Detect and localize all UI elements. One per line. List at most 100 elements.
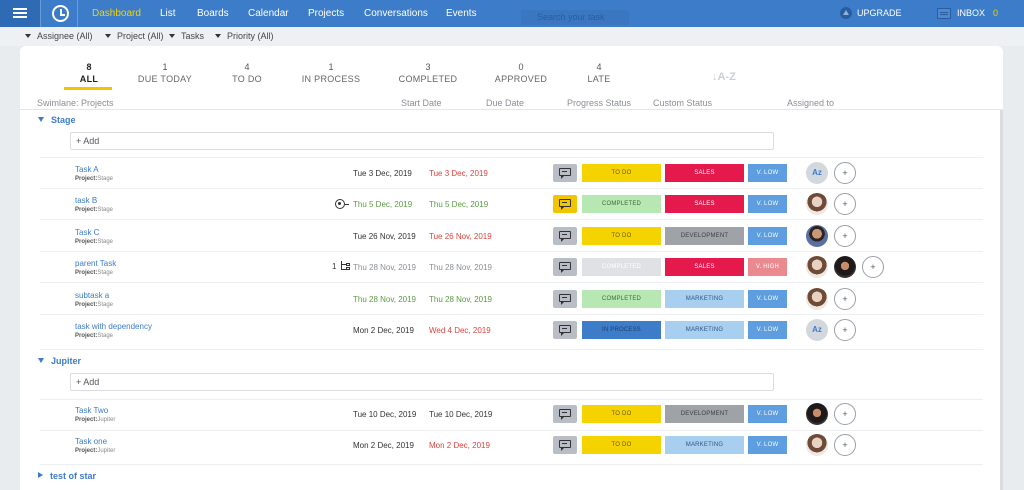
avatar[interactable]: Az (806, 162, 828, 184)
add-task-input-stage[interactable]: + Add (70, 132, 774, 150)
subtask-icon[interactable] (340, 261, 350, 271)
due-date[interactable]: Thu 28 Nov, 2019 (429, 263, 493, 272)
nav-list[interactable]: List (160, 8, 176, 19)
column-due-date[interactable]: Due Date (486, 98, 525, 108)
progress-status[interactable]: IN PROCESS (582, 321, 661, 339)
progress-status[interactable]: TO DO (582, 405, 661, 423)
start-date[interactable]: Tue 3 Dec, 2019 (353, 169, 412, 178)
comment-icon[interactable] (553, 227, 577, 245)
task-name[interactable]: task with dependency (75, 322, 152, 331)
add-assignee-button[interactable]: + (834, 319, 856, 341)
group-test-of-star[interactable]: test of star (38, 471, 96, 481)
comment-icon[interactable] (553, 258, 577, 276)
stat-late[interactable]: 4 LATE (587, 62, 611, 84)
search-input[interactable]: Search your task (521, 10, 629, 25)
add-assignee-button[interactable]: + (834, 288, 856, 310)
column-start-date[interactable]: Start Date (401, 98, 442, 108)
add-assignee-button[interactable]: + (834, 193, 856, 215)
task-name[interactable]: task B (75, 196, 98, 205)
add-assignee-button[interactable]: + (862, 256, 884, 278)
add-task-input-jupiter[interactable]: + Add (70, 373, 774, 391)
hamburger-menu-icon[interactable] (0, 0, 40, 27)
due-date[interactable]: Wed 4 Dec, 2019 (429, 326, 491, 335)
due-date[interactable]: Tue 10 Dec, 2019 (429, 410, 493, 419)
stat-completed[interactable]: 3 COMPLETED (398, 62, 458, 84)
nav-calendar[interactable]: Calendar (248, 8, 289, 19)
start-date[interactable]: Thu 5 Dec, 2019 (353, 200, 413, 209)
priority-badge[interactable]: V. LOW (748, 227, 787, 245)
priority-badge[interactable]: V. LOW (748, 290, 787, 308)
avatar[interactable] (806, 434, 828, 456)
start-date[interactable]: Mon 2 Dec, 2019 (353, 326, 414, 335)
dependency-target-icon[interactable] (335, 199, 345, 209)
custom-status[interactable]: MARKETING (665, 290, 744, 308)
progress-status[interactable]: TO DO (582, 436, 661, 454)
stat-to-do[interactable]: 4 TO DO (232, 62, 262, 84)
comment-icon[interactable] (553, 164, 577, 182)
custom-status[interactable]: SALES (665, 258, 744, 276)
task-name[interactable]: Task C (75, 228, 100, 237)
progress-status[interactable]: TO DO (582, 227, 661, 245)
nav-dashboard[interactable]: Dashboard (92, 8, 141, 19)
sort-az-button[interactable]: ↓A-Z (712, 71, 736, 83)
nav-projects[interactable]: Projects (308, 8, 345, 19)
clock-icon[interactable] (40, 0, 78, 27)
start-date[interactable]: Thu 28 Nov, 2019 (353, 295, 417, 304)
stat-approved[interactable]: 0 APPROVED (494, 62, 548, 84)
add-assignee-button[interactable]: + (834, 403, 856, 425)
custom-status[interactable]: MARKETING (665, 436, 744, 454)
due-date[interactable]: Thu 5 Dec, 2019 (429, 200, 489, 209)
priority-badge[interactable]: V. LOW (748, 405, 787, 423)
filter-tasks[interactable]: Tasks (169, 31, 204, 41)
avatar[interactable] (806, 193, 828, 215)
group-stage[interactable]: Stage (38, 115, 76, 125)
progress-status[interactable]: TO DO (582, 164, 661, 182)
custom-status[interactable]: SALES (665, 164, 744, 182)
comment-icon[interactable] (553, 405, 577, 423)
custom-status[interactable]: DEVELOPMENT (665, 405, 744, 423)
column-assigned-to[interactable]: Assigned to (787, 98, 835, 108)
due-date[interactable]: Mon 2 Dec, 2019 (429, 441, 490, 450)
filter-assignee[interactable]: Assignee (All) (25, 31, 93, 41)
due-date[interactable]: Tue 3 Dec, 2019 (429, 169, 488, 178)
start-date[interactable]: Mon 2 Dec, 2019 (353, 441, 414, 450)
progress-status[interactable]: COMPLETED (582, 290, 661, 308)
comment-icon[interactable] (553, 290, 577, 308)
priority-badge[interactable]: V. HIGH (748, 258, 787, 276)
progress-status[interactable]: COMPLETED (582, 195, 661, 213)
add-assignee-button[interactable]: + (834, 225, 856, 247)
filter-priority[interactable]: Priority (All) (215, 31, 274, 41)
comment-icon[interactable] (553, 436, 577, 454)
task-name[interactable]: Task Two (75, 406, 109, 415)
nav-conversations[interactable]: Conversations (364, 8, 428, 19)
custom-status[interactable]: SALES (665, 195, 744, 213)
avatar[interactable] (806, 288, 828, 310)
task-name[interactable]: Task one (75, 437, 108, 446)
avatar[interactable] (806, 403, 828, 425)
custom-status[interactable]: DEVELOPMENT (665, 227, 744, 245)
avatar[interactable] (806, 256, 828, 278)
avatar[interactable] (834, 256, 856, 278)
vertical-scrollbar[interactable] (1000, 110, 1003, 490)
nav-events[interactable]: Events (446, 8, 477, 19)
priority-badge[interactable]: V. LOW (748, 195, 787, 213)
task-name[interactable]: parent Task (75, 259, 117, 268)
comment-icon[interactable] (553, 195, 577, 213)
column-custom-status[interactable]: Custom Status (653, 98, 713, 108)
stat-in-process[interactable]: 1 IN PROCESS (301, 62, 361, 84)
add-assignee-button[interactable]: + (834, 434, 856, 456)
progress-status[interactable]: COMPLETED (582, 258, 661, 276)
add-assignee-button[interactable]: + (834, 162, 856, 184)
priority-badge[interactable]: V. LOW (748, 321, 787, 339)
stat-all[interactable]: 8 ALL (79, 62, 99, 84)
column-progress-status[interactable]: Progress Status (567, 98, 632, 108)
custom-status[interactable]: MARKETING (665, 321, 744, 339)
start-date[interactable]: Thu 28 Nov, 2019 (353, 263, 417, 272)
column-swimlane[interactable]: Swimlane: Projects (37, 98, 114, 108)
comment-icon[interactable] (553, 321, 577, 339)
filter-project[interactable]: Project (All) (105, 31, 164, 41)
task-name[interactable]: Task A (75, 165, 99, 174)
due-date[interactable]: Tue 26 Nov, 2019 (429, 232, 492, 241)
start-date[interactable]: Tue 26 Nov, 2019 (353, 232, 416, 241)
group-jupiter[interactable]: Jupiter (38, 356, 81, 366)
